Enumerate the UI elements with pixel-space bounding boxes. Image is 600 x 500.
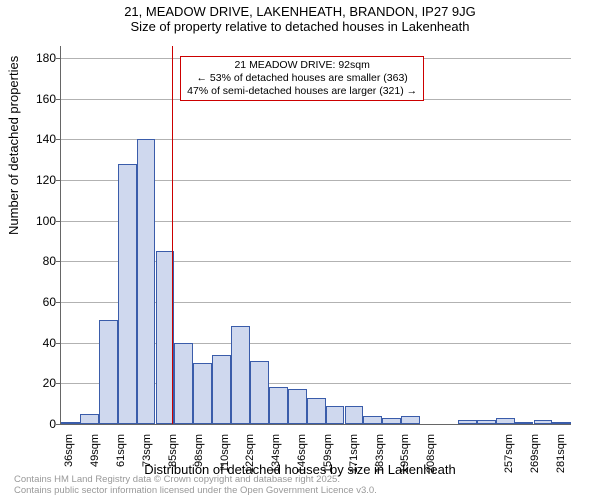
histogram-bar <box>515 422 534 424</box>
footer-line2: Contains public sector information licen… <box>14 486 377 497</box>
y-tick-label: 120 <box>16 173 56 187</box>
y-tick-label: 140 <box>16 132 56 146</box>
annotation-box: 21 MEADOW DRIVE: 92sqm← 53% of detached … <box>180 56 424 101</box>
histogram-bar <box>61 422 80 424</box>
histogram-bar <box>496 418 515 424</box>
y-tick-label: 40 <box>16 336 56 350</box>
y-tick-label: 20 <box>16 376 56 390</box>
histogram-bar <box>534 420 553 424</box>
histogram-bar <box>231 326 250 424</box>
annotation-line2: ← 53% of detached houses are smaller (36… <box>187 72 417 85</box>
histogram-bar <box>307 398 326 424</box>
plot-area: 21 MEADOW DRIVE: 92sqm← 53% of detached … <box>60 46 571 425</box>
y-tick-label: 100 <box>16 214 56 228</box>
histogram-bar <box>137 139 156 424</box>
histogram-bar <box>99 320 118 424</box>
histogram-bar <box>80 414 99 424</box>
property-size-chart: 21, MEADOW DRIVE, LAKENHEATH, BRANDON, I… <box>0 0 600 500</box>
histogram-bar <box>250 361 269 424</box>
histogram-bar <box>458 420 477 424</box>
histogram-bar <box>552 422 571 424</box>
footer-attribution: Contains HM Land Registry data © Crown c… <box>14 475 377 497</box>
histogram-bar <box>193 363 212 424</box>
histogram-bar <box>382 418 401 424</box>
property-marker-line <box>172 46 173 424</box>
histogram-bar <box>401 416 420 424</box>
y-tick-label: 180 <box>16 51 56 65</box>
y-tick-label: 160 <box>16 92 56 106</box>
histogram-bar <box>477 420 496 424</box>
histogram-bar <box>363 416 382 424</box>
chart-title: 21, MEADOW DRIVE, LAKENHEATH, BRANDON, I… <box>0 4 600 34</box>
histogram-bar <box>174 343 193 424</box>
histogram-bar <box>326 406 345 424</box>
y-tick-label: 60 <box>16 295 56 309</box>
histogram-bar <box>269 387 288 424</box>
annotation-line3: 47% of semi-detached houses are larger (… <box>187 85 417 98</box>
title-address: 21, MEADOW DRIVE, LAKENHEATH, BRANDON, I… <box>0 4 600 19</box>
title-subtitle: Size of property relative to detached ho… <box>0 19 600 34</box>
annotation-line1: 21 MEADOW DRIVE: 92sqm <box>187 59 417 72</box>
histogram-bar <box>118 164 137 424</box>
histogram-bar <box>288 389 307 424</box>
y-tick-label: 0 <box>16 417 56 431</box>
histogram-bar <box>345 406 364 424</box>
histogram-bar <box>212 355 231 424</box>
y-tick-label: 80 <box>16 254 56 268</box>
